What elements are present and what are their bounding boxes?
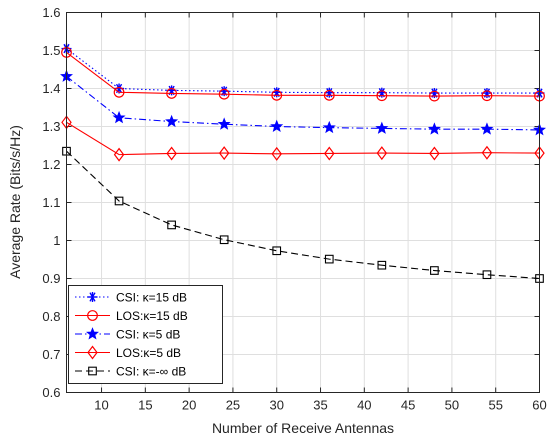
data-point — [481, 90, 493, 102]
legend-entry: LOS:κ=15 dB — [75, 309, 188, 323]
series-line — [66, 48, 540, 94]
y-tick-label: 1.5 — [42, 43, 60, 58]
data-point — [427, 122, 441, 135]
x-tick-label: 30 — [269, 398, 283, 413]
y-tick-label: 1.1 — [42, 195, 60, 210]
series-line — [66, 51, 540, 97]
y-tick-label: 0.6 — [42, 385, 60, 400]
x-tick-label: 45 — [401, 398, 415, 413]
series-line — [66, 150, 540, 280]
legend-label: LOS:κ=15 dB — [116, 309, 188, 323]
legend-label: LOS:κ=5 dB — [116, 346, 181, 360]
legend-entry: CSI: κ=15 dB — [75, 290, 187, 304]
data-point — [482, 270, 492, 280]
data-point — [480, 122, 494, 135]
data-point — [270, 119, 284, 133]
y-tick-label: 0.7 — [42, 347, 60, 362]
y-tick-label: 0.9 — [42, 271, 60, 286]
x-tick-label: 20 — [182, 398, 196, 413]
legend-marker — [88, 366, 97, 376]
legend: CSI: κ=15 dB LOS:κ=15 dB CSI: κ=5 dB LOS:κ=… — [68, 285, 223, 384]
y-tick-label: 1 — [53, 233, 60, 248]
y-axis-label: Average Rate (Bits/s/Hz) — [7, 125, 23, 279]
data-point — [324, 254, 334, 264]
data-point — [428, 90, 440, 102]
x-tick-label: 40 — [357, 398, 371, 413]
y-tick-label: 0.8 — [42, 309, 60, 324]
series-3 — [60, 69, 546, 136]
data-point — [272, 246, 282, 256]
series-layer — [60, 43, 546, 283]
legend-label: CSI: κ=15 dB — [116, 290, 187, 304]
y-tick-label: 1.3 — [42, 119, 60, 134]
legend-label: CSI: κ=5 dB — [116, 327, 180, 341]
data-point — [271, 146, 282, 161]
y-tick-label: 1.4 — [42, 81, 60, 96]
series-line — [66, 121, 540, 156]
legend-entry: CSI: κ=5 dB — [75, 327, 180, 341]
x-tick-label: 60 — [532, 398, 546, 413]
legend-marker — [87, 345, 98, 360]
x-tick-label: 55 — [488, 398, 502, 413]
data-point — [481, 145, 493, 160]
data-point — [375, 121, 389, 134]
legend-marker — [87, 310, 98, 321]
data-point — [114, 196, 124, 206]
legend-entry: CSI: κ=-∞ dB — [75, 364, 186, 378]
data-point — [324, 146, 335, 161]
y-tick-label: 1.2 — [42, 157, 60, 172]
x-tick-label: 15 — [138, 398, 152, 413]
x-tick-label: 25 — [226, 398, 240, 413]
data-point — [217, 117, 231, 130]
data-point — [323, 89, 335, 101]
data-point — [165, 114, 179, 128]
x-tick-label: 35 — [313, 398, 327, 413]
ticks: 10 15 20 25 30 35 40 45 50 55 60 0.6 0.7 0.8 0.9 1 1.1 1.… — [42, 5, 546, 413]
data-point — [112, 110, 126, 124]
data-point — [113, 86, 125, 98]
data-point — [219, 235, 229, 245]
series-4 — [61, 115, 545, 162]
data-point — [218, 88, 230, 100]
legend-marker — [87, 292, 98, 302]
x-tick-label: 10 — [94, 398, 108, 413]
data-point — [430, 266, 439, 275]
data-point — [166, 146, 177, 161]
data-point — [113, 147, 125, 162]
legend-label: CSI: κ=-∞ dB — [116, 364, 186, 378]
x-axis-label: Number of Receive Antennas — [212, 420, 394, 436]
x-tick-label: 50 — [445, 398, 459, 413]
data-point — [376, 90, 388, 102]
data-point — [167, 220, 176, 230]
data-point — [218, 146, 230, 161]
y-tick-label: 1.6 — [42, 5, 60, 20]
legend-entry: LOS:κ=5 dB — [75, 345, 181, 360]
data-point — [376, 146, 388, 161]
series-line — [66, 75, 540, 131]
data-point — [322, 120, 336, 134]
data-point — [377, 260, 387, 270]
data-point — [271, 89, 283, 101]
data-point — [429, 146, 440, 161]
plot-frame — [66, 12, 540, 393]
series-2 — [61, 47, 545, 102]
legend-marker — [86, 327, 99, 340]
data-point — [166, 88, 178, 99]
